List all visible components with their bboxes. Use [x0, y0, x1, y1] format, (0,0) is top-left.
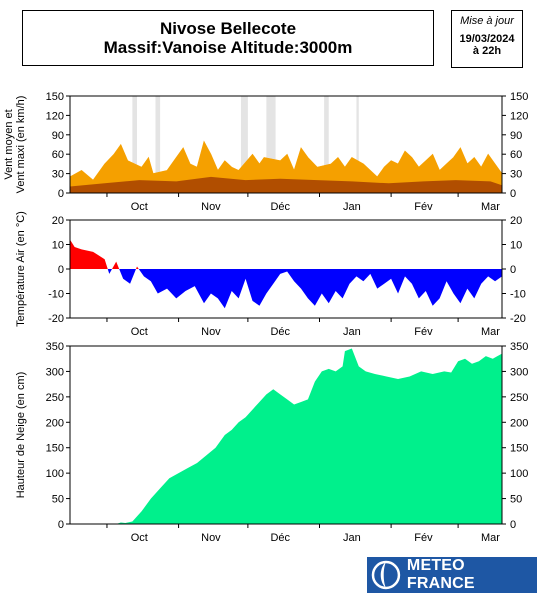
y-tick-label-left: 10 — [52, 240, 64, 252]
x-tick-label: Jan — [343, 326, 361, 338]
wind-max-series — [69, 140, 503, 194]
y-tick-label-right: -20 — [510, 313, 526, 325]
x-tick-label: Nov — [201, 326, 221, 338]
missing-data-band — [324, 96, 329, 193]
logo-text: METEO FRANCE — [406, 557, 475, 592]
y-tick-label-left: 150 — [46, 91, 64, 103]
plot-frame — [69, 345, 503, 525]
x-tick-label: Fév — [414, 326, 433, 338]
x-tick-label: Fév — [414, 532, 433, 544]
x-tick-label: Oct — [131, 532, 148, 544]
y-tick-label-left: 150 — [46, 443, 64, 455]
y-tick-label-left: 30 — [52, 169, 64, 181]
y-tick-label-right: 0 — [510, 519, 516, 531]
y-tick-label-right: 30 — [510, 169, 522, 181]
x-tick-label: Jan — [343, 201, 361, 213]
x-tick-label: Jan — [343, 532, 361, 544]
y-tick-label-right: 0 — [510, 188, 516, 200]
y-tick-label-left: 90 — [52, 130, 64, 142]
y-axis-label-line: Vent maxi (en km/h) — [15, 96, 27, 194]
y-tick-label-right: 200 — [510, 417, 528, 429]
update-box: Mise à jour 19/03/2024 à 22h — [451, 10, 523, 68]
update-label: Mise à jour — [460, 15, 514, 27]
x-tick-label: Nov — [201, 532, 221, 544]
missing-data-band — [132, 96, 137, 193]
y-tick-label-left: 0 — [58, 188, 64, 200]
snow-depth-area — [70, 348, 502, 524]
x-tick-label: Déc — [270, 201, 290, 213]
y-tick-label-right: 120 — [510, 110, 528, 122]
x-tick-label: Nov — [201, 201, 221, 213]
chart-panel-1: 0 0 30 30 60 60 90 90 120 120 150 150 Oct Nov Déc Jan Fé… — [3, 91, 528, 213]
y-axis-label: Hauteur de Neige (en cm) — [15, 372, 27, 499]
y-tick-label-right: 20 — [510, 215, 522, 227]
y-tick-label-left: 120 — [46, 110, 64, 122]
missing-data-band — [356, 96, 359, 193]
y-tick-label-right: 60 — [510, 149, 522, 161]
y-tick-label-left: 60 — [52, 149, 64, 161]
y-tick-label-right: 250 — [510, 392, 528, 404]
x-tick-label: Mar — [481, 326, 500, 338]
missing-data-band — [155, 96, 161, 193]
y-tick-label-left: 20 — [52, 215, 64, 227]
y-tick-label-right: 350 — [510, 341, 528, 353]
station-title: Nivose Bellecote — [159, 19, 297, 38]
missing-data-band — [266, 96, 276, 193]
y-tick-label-left: 0 — [58, 519, 64, 531]
y-tick-label-left: 50 — [52, 494, 64, 506]
title-box: Nivose Bellecote Massif:Vanoise Altitude… — [22, 10, 434, 66]
x-tick-label: Fév — [414, 201, 433, 213]
temperature-negative-area — [70, 269, 502, 309]
y-tick-label-left: 350 — [46, 341, 64, 353]
y-tick-label-right: 100 — [510, 468, 528, 480]
chart-panel-2: -20 -20 -10 -10 0 0 10 10 20 20 Oct Nov Déc Jan Fév Mar… — [15, 211, 526, 338]
meteo-france-logo: METEO FRANCE — [367, 557, 537, 593]
wind-mean-series — [70, 176, 502, 193]
y-tick-label-left: 200 — [46, 417, 64, 429]
plot-frame — [69, 95, 503, 194]
y-tick-label-right: 10 — [510, 240, 522, 252]
x-tick-label: Mar — [481, 201, 500, 213]
x-tick-label: Oct — [131, 326, 148, 338]
x-tick-label: Déc — [270, 326, 290, 338]
x-tick-label: Mar — [481, 532, 500, 544]
y-tick-label-right: 90 — [510, 130, 522, 142]
x-tick-label: Déc — [270, 532, 290, 544]
y-tick-label-right: 300 — [510, 366, 528, 378]
update-time: à 22h — [472, 45, 502, 57]
y-axis-label: Température Air (en °C) — [15, 211, 27, 327]
y-tick-label-right: 150 — [510, 443, 528, 455]
y-tick-label-left: 0 — [58, 264, 64, 276]
y-tick-label-right: -10 — [510, 289, 526, 301]
chart-panel-3: 0 0 50 50 100 100 150 150 200 200 250 250 300 300 350 3… — [15, 341, 528, 544]
y-axis-label-line: Vent moyen et — [3, 109, 15, 179]
y-tick-label-right: 150 — [510, 91, 528, 103]
y-tick-label-right: 50 — [510, 494, 522, 506]
meteo-france-logo-icon — [371, 560, 401, 590]
y-tick-label-left: -20 — [48, 313, 64, 325]
y-tick-label-left: 100 — [46, 468, 64, 480]
station-subtitle: Massif:Vanoise Altitude:3000m — [103, 38, 353, 57]
y-tick-label-left: -10 — [48, 289, 64, 301]
missing-data-band — [240, 96, 248, 193]
update-date: 19/03/2024 — [459, 33, 515, 45]
y-tick-label-right: 0 — [510, 264, 516, 276]
y-tick-label-left: 250 — [46, 392, 64, 404]
x-tick-label: Oct — [131, 201, 148, 213]
y-tick-label-left: 300 — [46, 366, 64, 378]
